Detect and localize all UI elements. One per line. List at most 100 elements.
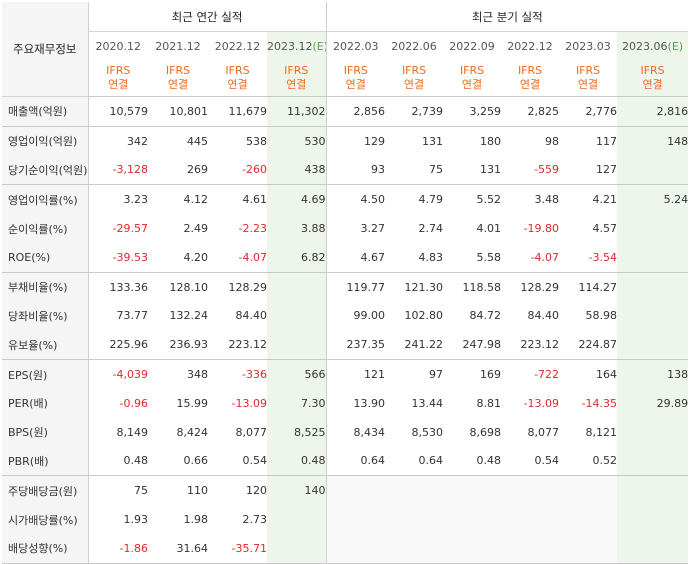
table-cell: 129	[325, 125, 386, 156]
table-cell	[267, 271, 327, 302]
table-cell: -39.53	[87, 242, 148, 273]
table-cell: -2.23	[238, 222, 267, 236]
table-cell: -4.07	[238, 250, 267, 264]
table-cell: 538	[208, 125, 267, 156]
ifrs-line: IFRS	[343, 64, 368, 77]
table-cell: -4,039	[87, 359, 148, 389]
table-cell: -13.09	[231, 396, 267, 410]
table-cell: 13.44	[411, 396, 444, 410]
consolidated-line: 연결	[286, 78, 307, 91]
table-row: PER(배) -0.96 15.99 -13.09 7.30 13.90 13.44 8.81…	[2, 388, 689, 418]
period-label: 2023.06	[622, 39, 668, 53]
table-cell: 3,259	[469, 104, 502, 118]
annual-group-header: 최근 연간 실적	[87, 2, 327, 32]
table-cell	[617, 446, 689, 476]
table-cell	[559, 505, 618, 534]
table-cell: -722	[501, 359, 560, 389]
row-label: 순이익률(%)	[2, 214, 88, 243]
table-cell: 2,816	[617, 96, 689, 127]
table-cell: 99.00	[325, 301, 386, 331]
table-cell: 11,302	[267, 96, 327, 127]
ifrs-line: IFRS	[225, 64, 250, 77]
ifrs-label: IFRS 연결	[501, 60, 560, 97]
table-row: 배당성향(%) -1.86 31.64 -35.71	[2, 533, 689, 564]
consolidated-line: 연결	[227, 78, 248, 91]
table-cell	[617, 242, 689, 273]
table-cell: 31.64	[148, 533, 208, 564]
ifrs-line: IFRS	[106, 64, 131, 77]
table-cell	[443, 475, 502, 506]
row-label: 매출액(억원)	[2, 96, 88, 127]
table-cell: 0.66	[183, 454, 209, 468]
consolidated-line: 연결	[461, 78, 483, 91]
table-cell: 2,856	[325, 96, 386, 127]
row-label: BPS(원)	[2, 417, 88, 447]
table-row: 영업이익(억원) 342 445 538 530 129 131 180 98 117 148	[2, 125, 689, 156]
table-cell: 5.52	[443, 184, 502, 215]
table-cell	[617, 155, 689, 185]
ifrs-label: IFRS 연결	[87, 60, 148, 97]
table-cell: 84.40	[235, 309, 268, 323]
ifrs-line: IFRS	[640, 64, 665, 77]
consolidated-line: 연결	[345, 78, 366, 91]
table-cell: 224.87	[578, 338, 618, 352]
table-cell: 0.54	[534, 454, 560, 468]
table-cell	[325, 533, 386, 564]
table-row: 당기순이익(억원) -3,128 269 -260 438 93 75 131 -559 127	[2, 155, 689, 185]
table-cell: 4.21	[559, 184, 618, 215]
table-cell	[443, 505, 502, 534]
table-cell: 566	[267, 359, 327, 389]
table-cell	[267, 533, 327, 564]
table-cell: 269	[187, 163, 208, 177]
table-cell	[385, 533, 444, 564]
table-cell: -19.80	[523, 222, 560, 236]
table-cell: 3.88	[267, 214, 327, 243]
table-cell: 11,679	[228, 104, 268, 118]
table-cell	[617, 214, 689, 243]
table-row: 주당배당금(원) 75 110 120 140	[2, 475, 689, 506]
corner-label: 주요재무정보	[2, 2, 88, 97]
table-cell: 0.64	[325, 446, 386, 476]
table-cell	[617, 301, 689, 331]
table-cell: 2,776	[585, 104, 618, 118]
ifrs-line: IFRS	[459, 64, 485, 77]
table-cell: 29.89	[617, 388, 689, 418]
table-cell: 2,739	[411, 104, 444, 118]
ifrs-label: IFRS 연결	[267, 60, 327, 97]
row-label: 당좌비율(%)	[2, 301, 88, 331]
table-cell: 8,121	[585, 425, 618, 439]
table-cell: 0.52	[592, 454, 618, 468]
table-cell	[617, 475, 689, 506]
table-cell: 0.48	[476, 454, 502, 468]
row-label: 당기순이익(억원)	[2, 155, 88, 185]
table-cell: 10,801	[169, 104, 209, 118]
table-cell: 4.57	[592, 222, 618, 236]
table-cell: -13.09	[523, 396, 560, 410]
table-cell: 114.27	[559, 271, 618, 302]
table-cell: 7.30	[267, 388, 327, 418]
table-cell: 110	[148, 475, 208, 506]
table-cell: 445	[148, 125, 208, 156]
period-header: 2023.12(E)	[267, 31, 327, 60]
table-cell: 0.64	[418, 454, 444, 468]
table-cell	[385, 475, 444, 506]
table-cell	[617, 533, 689, 564]
table-row: BPS(원) 8,149 8,424 8,077 8,525 8,434 8,530 8,69…	[2, 417, 689, 447]
table-cell: 8,698	[469, 425, 502, 439]
table-row: 부채비율(%) 133.36 128.10 128.29 119.77 121.30 118…	[2, 271, 689, 302]
table-cell: 223.12	[520, 338, 560, 352]
table-cell: 180	[443, 125, 502, 156]
table-cell	[267, 330, 327, 360]
period-header: 2022.12	[214, 39, 261, 53]
table-cell: 4.61	[208, 184, 267, 215]
period-header: 2023.06(E)	[617, 31, 689, 60]
table-cell: 10,579	[87, 96, 148, 127]
period-label: 2023.12	[267, 39, 313, 53]
table-cell: -1.86	[87, 533, 148, 564]
table-cell: 0.48	[267, 446, 327, 476]
ifrs-line: IFRS	[401, 64, 427, 77]
table-cell	[617, 505, 689, 534]
table-row: 유보율(%) 225.96 236.93 223.12 237.35 241.22 247.…	[2, 330, 689, 360]
table-cell: 121	[325, 359, 386, 389]
